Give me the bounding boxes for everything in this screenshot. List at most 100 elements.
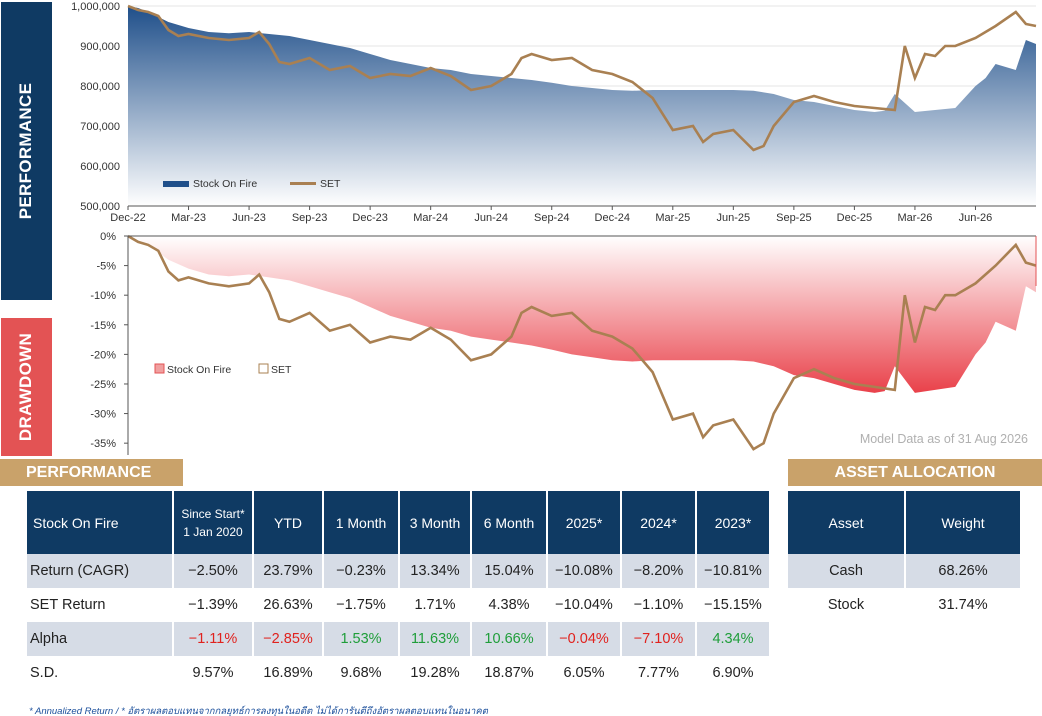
- legend-swatch-set-dd: [258, 363, 269, 374]
- legend-swatch-set: [290, 182, 316, 185]
- row-label: S.D.: [27, 656, 172, 690]
- legend-label-fund-dd: Stock On Fire: [167, 364, 231, 376]
- table-cell: −1.11%: [174, 622, 252, 656]
- header-2024: 2024*: [622, 491, 695, 554]
- header-asset: Asset: [788, 491, 904, 554]
- table-header-row: Stock On Fire Since Start* 1 Jan 2020 YT…: [27, 491, 769, 554]
- row-label: Alpha: [27, 622, 172, 656]
- header-1-month: 1 Month: [324, 491, 398, 554]
- table-cell: 10.66%: [472, 622, 546, 656]
- performance-section-title: PERFORMANCE: [0, 459, 183, 486]
- legend-swatch-fund: [163, 181, 189, 187]
- table-cell: 19.28%: [400, 656, 470, 690]
- perf-x-tick-label: Jun-24: [474, 212, 508, 224]
- asset-allocation-section-title: ASSET ALLOCATION: [788, 459, 1042, 486]
- set-drawdown-line: [127, 234, 1037, 451]
- table-row: Stock 31.74%: [788, 588, 1020, 622]
- table-row: S.D. 9.57% 16.89% 9.68% 19.28% 18.87% 6.05% 7.7…: [27, 656, 769, 690]
- dd-y-tick-label: 0%: [100, 231, 116, 243]
- table-row: Cash 68.26%: [788, 554, 1020, 588]
- table-row: Return (CAGR) −2.50% 23.79% −0.23% 13.34% 15.…: [27, 554, 769, 588]
- dd-y-tick-label: -5%: [96, 261, 116, 273]
- asset-name-cell: Cash: [788, 554, 904, 588]
- row-label: SET Return: [27, 588, 172, 622]
- table-cell: 6.90%: [697, 656, 769, 690]
- dd-y-tick-label: -35%: [90, 438, 116, 450]
- table-cell: −2.50%: [174, 554, 252, 588]
- model-data-note: Model Data as of 31 Aug 2026: [860, 432, 1028, 446]
- header-since-start-line2: 1 Jan 2020: [183, 524, 243, 539]
- table-cell: −1.10%: [622, 588, 695, 622]
- performance-table: Stock On Fire Since Start* 1 Jan 2020 YT…: [25, 491, 771, 690]
- dd-y-tick-label: -30%: [90, 409, 116, 421]
- header-since-start-line1: Since Start*: [181, 506, 245, 521]
- legend-swatch-fund-dd: [154, 363, 165, 374]
- table-cell: 16.89%: [254, 656, 322, 690]
- perf-x-tick-label: Sep-23: [292, 212, 327, 224]
- asset-weight-cell: 68.26%: [906, 554, 1020, 588]
- perf-y-tick-label: 800,000: [80, 81, 120, 93]
- header-3-month: 3 Month: [400, 491, 470, 554]
- footnote: * Annualized Return / * อัตราผลตอบแทนจาก…: [29, 706, 488, 716]
- table-cell: −7.10%: [622, 622, 695, 656]
- perf-x-tick-label: Jun-25: [717, 212, 751, 224]
- header-ytd: YTD: [254, 491, 322, 554]
- table-cell: 1.53%: [324, 622, 398, 656]
- perf-x-tick-label: Mar-26: [898, 212, 933, 224]
- table-cell: 1.71%: [400, 588, 470, 622]
- performance-legend: Stock On Fire SET: [163, 178, 341, 190]
- table-cell: −10.81%: [697, 554, 769, 588]
- table-cell: 9.68%: [324, 656, 398, 690]
- header-2023: 2023*: [697, 491, 769, 554]
- table-cell: −10.08%: [548, 554, 620, 588]
- header-2025: 2025*: [548, 491, 620, 554]
- table-cell: 4.38%: [472, 588, 546, 622]
- dd-y-tick-label: -25%: [90, 379, 116, 391]
- stock-on-fire-drawdown-area: [128, 236, 1036, 393]
- header-since-start: Since Start* 1 Jan 2020: [174, 491, 252, 554]
- header-strategy-name: Stock On Fire: [27, 491, 172, 554]
- table-cell: −2.85%: [254, 622, 322, 656]
- perf-x-tick-label: Dec-23: [352, 212, 387, 224]
- perf-y-tick-label: 600,000: [80, 161, 120, 173]
- performance-chart: 1,000,000 900,000 800,000 700,000 600,000 500…: [71, 1, 1037, 224]
- table-cell: 11.63%: [400, 622, 470, 656]
- perf-x-tick-label: Jun-26: [959, 212, 993, 224]
- perf-y-tick-label: 1,000,000: [71, 1, 120, 13]
- table-cell: −1.39%: [174, 588, 252, 622]
- table-cell: 4.34%: [697, 622, 769, 656]
- dd-y-tick-label: -15%: [90, 320, 116, 332]
- table-cell: 9.57%: [174, 656, 252, 690]
- perf-x-tick-label: Dec-25: [837, 212, 872, 224]
- stock-on-fire-area: [128, 6, 1036, 206]
- table-cell: −10.04%: [548, 588, 620, 622]
- perf-x-tick-label: Mar-23: [171, 212, 206, 224]
- dd-y-tick-label: -10%: [90, 290, 116, 302]
- asset-name-cell: Stock: [788, 588, 904, 622]
- legend-label-fund: Stock On Fire: [193, 178, 257, 190]
- table-row: Alpha −1.11% −2.85% 1.53% 11.63% 10.66% −0.04%…: [27, 622, 769, 656]
- header-6-month: 6 Month: [472, 491, 546, 554]
- table-cell: 18.87%: [472, 656, 546, 690]
- asset-weight-cell: 31.74%: [906, 588, 1020, 622]
- row-label: Return (CAGR): [27, 554, 172, 588]
- performance-side-label: PERFORMANCE: [1, 2, 52, 300]
- perf-x-tick-label: Jun-23: [232, 212, 266, 224]
- header-weight: Weight: [906, 491, 1020, 554]
- table-cell: −15.15%: [697, 588, 769, 622]
- table-cell: −8.20%: [622, 554, 695, 588]
- perf-y-tick-label: 500,000: [80, 201, 120, 213]
- drawdown-side-label: DRAWDOWN: [1, 318, 52, 456]
- table-cell: −0.23%: [324, 554, 398, 588]
- dd-y-tick-label: -20%: [90, 349, 116, 361]
- perf-y-tick-label: 700,000: [80, 121, 120, 133]
- table-cell: −1.75%: [324, 588, 398, 622]
- table-cell: 7.77%: [622, 656, 695, 690]
- legend-label-set-dd: SET: [271, 364, 292, 376]
- perf-x-tick-label: Sep-25: [776, 212, 811, 224]
- drawdown-chart: 0% -5% -10% -15% -20% -25% -30% -35% Stock On F…: [90, 231, 1037, 455]
- drawdown-legend: Stock On Fire SET: [154, 363, 292, 376]
- set-line: [127, 4, 1037, 152]
- perf-x-tick-label: Mar-25: [655, 212, 690, 224]
